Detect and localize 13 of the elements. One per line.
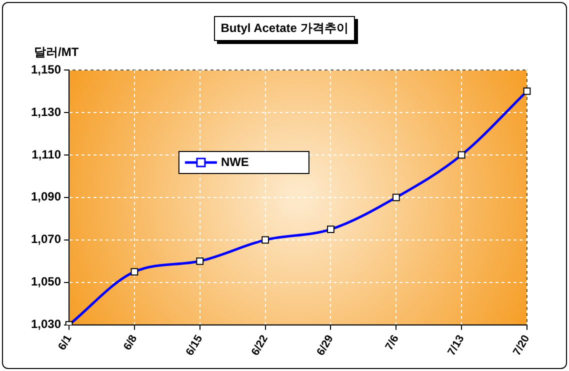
y-tick-label: 1,090 <box>31 190 62 204</box>
chart-title: Butyl Acetate 가격추이 <box>214 16 356 41</box>
x-tick-label: 6/1 <box>56 333 74 352</box>
y-tick-label: 1,110 <box>32 147 62 162</box>
y-axis-title: 달러/MT <box>34 44 79 61</box>
y-tick-label: 1,030 <box>31 317 62 332</box>
x-tick-label: 6/8 <box>122 333 140 352</box>
y-tick-label: 1,150 <box>31 62 62 76</box>
legend-label: NWE <box>220 154 249 169</box>
x-tick-label: 7/6 <box>383 333 402 352</box>
y-tick-label: 1,070 <box>31 232 62 246</box>
y-tick-label: 1,050 <box>31 274 62 289</box>
y-tick-label: 1,130 <box>31 104 62 119</box>
